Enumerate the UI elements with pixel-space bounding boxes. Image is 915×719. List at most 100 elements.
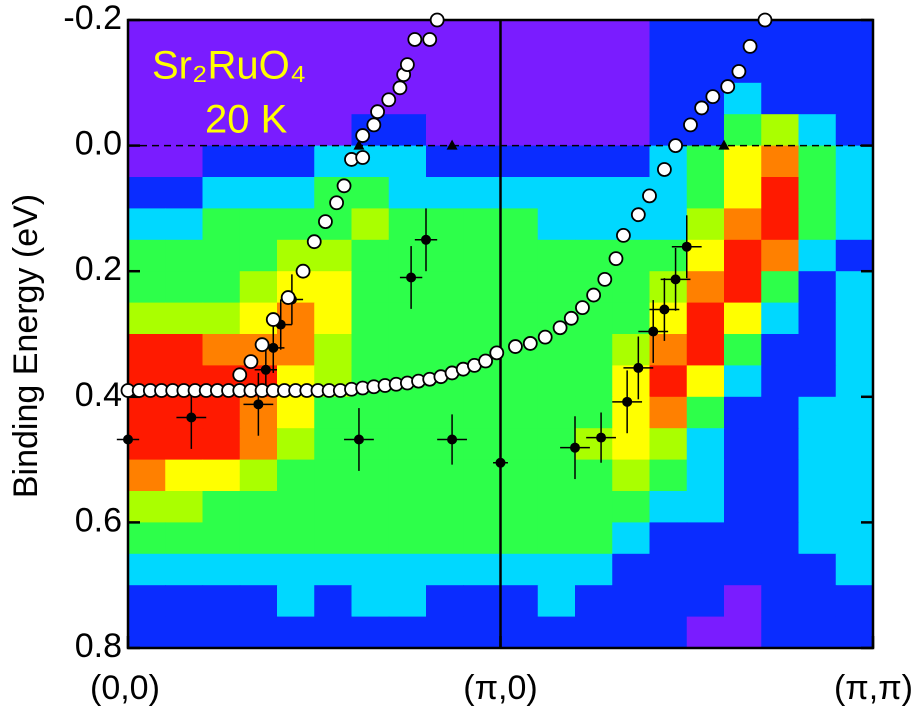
open-circle <box>668 138 683 154</box>
heatmap-cell <box>835 271 874 304</box>
open-circle <box>329 195 345 211</box>
heatmap-cell <box>537 459 576 492</box>
heatmap-cell <box>202 522 241 555</box>
heatmap-cell <box>575 208 613 241</box>
heatmap-cell <box>575 82 613 115</box>
heatmap-cell <box>612 491 651 523</box>
heatmap-cell <box>649 271 688 304</box>
heatmap-cell <box>239 585 278 618</box>
heatmap-cell <box>724 585 762 618</box>
data-point <box>437 414 467 465</box>
heatmap-cell <box>649 82 688 115</box>
heatmap-cell <box>463 522 502 555</box>
heatmap-cell <box>686 616 725 649</box>
heatmap-cell <box>798 82 837 115</box>
heatmap-cell <box>612 428 651 461</box>
heatmap-cell <box>351 585 390 618</box>
heatmap-cell <box>612 585 651 618</box>
heatmap-cell <box>239 51 278 84</box>
heatmap-cell <box>202 239 241 272</box>
open-circle <box>295 263 311 279</box>
heatmap-cell <box>277 82 315 115</box>
heatmap-cell <box>575 522 613 555</box>
point-marker <box>681 241 692 252</box>
heatmap-cell <box>500 82 539 115</box>
heatmap-cell <box>649 491 688 523</box>
heatmap-cell <box>835 334 874 366</box>
heatmap-cell <box>463 302 502 335</box>
heatmap-cell <box>165 82 204 115</box>
heatmap-cell <box>388 177 427 209</box>
heatmap-cell <box>575 51 613 84</box>
heatmap-cell <box>351 51 390 84</box>
open-circle <box>366 117 382 133</box>
heatmap-cell <box>761 396 800 429</box>
heatmap-cell <box>798 208 837 241</box>
heatmap-cell <box>351 20 390 52</box>
heatmap-cell <box>761 522 800 555</box>
heatmap-cell <box>463 145 502 178</box>
heatmap-cell <box>463 271 502 304</box>
heatmap-cell <box>798 522 837 555</box>
open-circle <box>489 345 505 361</box>
heatmap-cell <box>649 239 688 272</box>
heatmap-cell <box>128 491 166 523</box>
heatmap-cell <box>388 585 427 618</box>
heatmap-cell <box>686 365 725 398</box>
heatmap-cell <box>500 616 539 649</box>
heatmap-cell <box>649 51 688 84</box>
heatmap-cell <box>426 114 464 147</box>
heatmap-cell <box>314 396 353 429</box>
heatmap-cell <box>575 585 613 618</box>
y-tick-label: 0.8 <box>75 627 122 665</box>
heatmap-cell <box>202 271 241 304</box>
heatmap-cell <box>388 553 427 586</box>
heatmap-cell <box>314 20 353 52</box>
heatmap-cell <box>835 585 874 618</box>
heatmap-cell <box>314 428 353 461</box>
heatmap-cell <box>798 177 837 209</box>
heatmap-cell <box>277 302 315 335</box>
heatmap-cell <box>128 522 166 555</box>
heatmap-cell <box>388 522 427 555</box>
heatmap-cell <box>202 20 241 52</box>
heatmap-cell <box>239 208 278 241</box>
heatmap-cell <box>314 616 353 649</box>
data-point <box>649 278 680 341</box>
heatmap-cell <box>724 114 762 147</box>
x-tick-label: (0,0) <box>90 669 160 707</box>
heatmap-cell <box>798 51 837 84</box>
heatmap-cell <box>351 302 390 335</box>
triangle-marker <box>718 139 730 150</box>
heatmap-cell <box>351 239 390 272</box>
heatmap-cell <box>724 145 762 178</box>
open-circle <box>478 353 494 369</box>
heatmap-cell <box>835 239 874 272</box>
heatmap-cell <box>351 491 390 523</box>
heatmap-cell <box>500 145 539 178</box>
heatmap-cell <box>724 553 762 586</box>
heatmap-cell <box>351 396 390 429</box>
heatmap-cell <box>649 585 688 618</box>
heatmap-cell <box>835 114 874 147</box>
triangle-marker <box>446 139 458 150</box>
heatmap-cell <box>165 616 204 649</box>
point-marker <box>622 396 633 407</box>
heatmap-cell <box>165 459 204 492</box>
heatmap-cell <box>537 616 576 649</box>
heatmap-cell <box>835 302 874 335</box>
heatmap-cell <box>835 208 874 241</box>
heatmap-cell <box>128 459 166 492</box>
heatmap-cell <box>686 208 725 241</box>
point-marker <box>495 457 506 468</box>
heatmap-cell <box>128 334 166 366</box>
open-circle <box>407 32 423 47</box>
heatmap-cell <box>500 491 539 523</box>
heatmap-cell <box>277 114 315 147</box>
point-marker <box>648 326 659 337</box>
heatmap-cell <box>761 491 800 523</box>
heatmap-cell <box>202 145 241 178</box>
heatmap-cell <box>612 51 651 84</box>
heatmap-cell <box>612 365 651 398</box>
